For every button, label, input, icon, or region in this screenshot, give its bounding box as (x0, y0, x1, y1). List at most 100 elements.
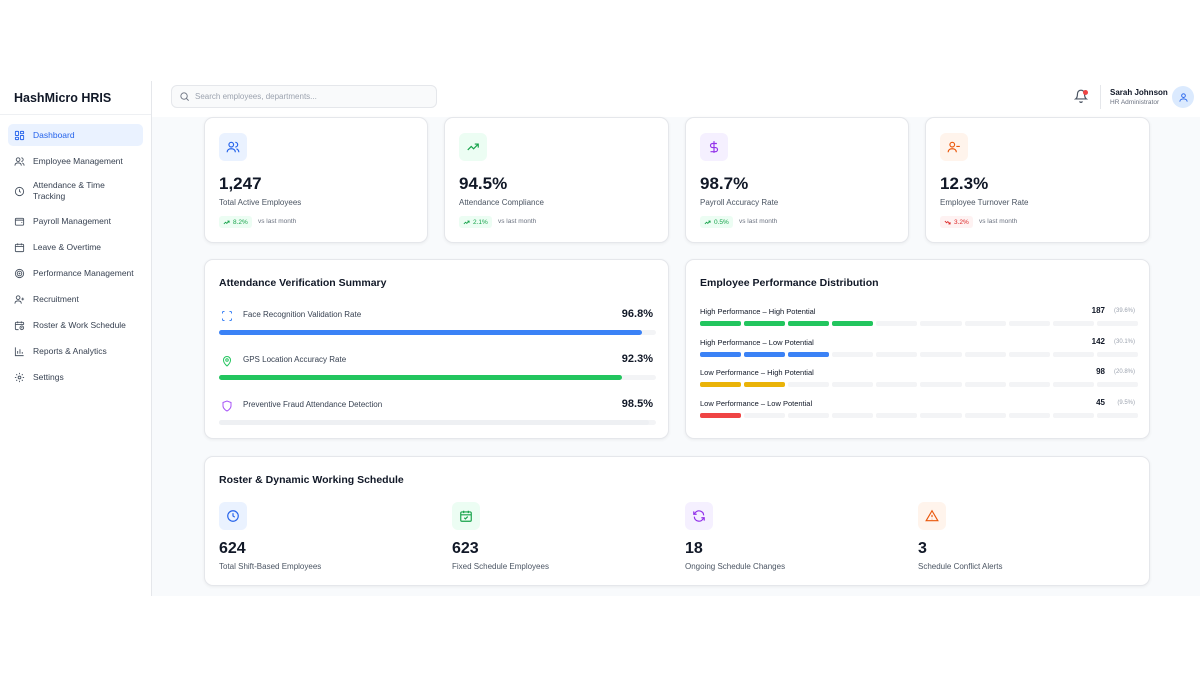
roster-stat-conflicts: 3 Schedule Conflict Alerts (918, 502, 1118, 577)
scan-face-icon (221, 309, 233, 321)
performance-row-count: 142 (1091, 337, 1105, 346)
kpi-delta-badge: 2.1% (459, 216, 492, 228)
sidebar-item-payroll[interactable]: Payroll Management (8, 210, 143, 232)
kpi-card-turnover-rate: 12.3% Employee Turnover Rate 3.2% vs las… (925, 117, 1150, 243)
performance-bar-segment (876, 382, 918, 387)
search-box[interactable] (171, 85, 437, 108)
bell-icon[interactable] (1074, 89, 1088, 103)
kpi-delta: 2.1% (473, 218, 488, 226)
performance-bar-segment (832, 413, 874, 418)
performance-bar-segment (700, 352, 742, 357)
performance-row-count: 187 (1091, 306, 1105, 315)
grid-icon (14, 130, 25, 141)
user-icon (1178, 92, 1188, 102)
kpi-value: 12.3% (940, 174, 989, 193)
kpi-compare: vs last month (979, 218, 1018, 225)
progress-fill (219, 420, 650, 425)
app-frame: HashMicro HRIS Dashboard Employee Manage… (0, 81, 1200, 596)
kpi-delta-badge: 8.2% (219, 216, 252, 228)
kpi-icon-box (700, 133, 728, 161)
performance-bar-segment (964, 413, 1006, 418)
performance-bar-segment (1096, 382, 1138, 387)
sidebar-item-label: Payroll Management (33, 215, 111, 226)
performance-bar-segment (832, 382, 874, 387)
card-title: Roster & Dynamic Working Schedule (219, 474, 404, 486)
calendar-check-icon (460, 510, 472, 522)
performance-bar-segment (788, 321, 830, 326)
roster-stat-label: Fixed Schedule Employees (452, 562, 549, 571)
sidebar-item-settings[interactable]: Settings (8, 366, 143, 388)
sidebar-item-employee-management[interactable]: Employee Management (8, 150, 143, 172)
roster-icon-box (219, 502, 247, 530)
sidebar-item-label: Settings (33, 371, 64, 382)
performance-bar-segment (1052, 352, 1094, 357)
performance-bar-segment (744, 413, 786, 418)
roster-stat-value: 18 (685, 540, 703, 557)
kpi-label: Attendance Compliance (459, 198, 544, 207)
roster-stat-fixed: 623 Fixed Schedule Employees (452, 502, 652, 577)
performance-row-pct: (20.8%) (1113, 369, 1135, 375)
sidebar-item-leave[interactable]: Leave & Overtime (8, 236, 143, 258)
users-icon (14, 156, 25, 167)
sidebar-item-label: Reports & Analytics (33, 345, 107, 356)
kpi-delta-badge: 3.2% (940, 216, 973, 228)
card-title: Employee Performance Distribution (700, 277, 879, 289)
wallet-icon (14, 216, 25, 227)
performance-bar (700, 413, 1138, 418)
roster-stat-changes: 18 Ongoing Schedule Changes (685, 502, 885, 577)
performance-bar-segment (788, 413, 830, 418)
attendance-row-label: GPS Location Accuracy Rate (243, 355, 347, 364)
performance-bar-segment (1096, 352, 1138, 357)
performance-bar-segment (744, 382, 786, 387)
roster-stat-label: Ongoing Schedule Changes (685, 562, 786, 571)
attendance-row-value: 98.5% (621, 398, 653, 410)
kpi-icon-box (459, 133, 487, 161)
kpi-delta: 0.5% (714, 218, 729, 226)
performance-bar-segment (1096, 321, 1138, 326)
user-minus-icon (947, 141, 960, 153)
calendar-icon (14, 242, 25, 253)
shield-icon (221, 399, 233, 412)
roster-stat-value: 624 (219, 540, 246, 557)
search-input[interactable] (195, 89, 430, 104)
sidebar-item-reports[interactable]: Reports & Analytics (8, 340, 143, 362)
card-title: Attendance Verification Summary (219, 277, 387, 289)
avatar[interactable] (1172, 86, 1194, 108)
sidebar-item-label: Dashboard (33, 129, 75, 140)
performance-bar-segment (876, 413, 918, 418)
users-icon (226, 141, 240, 153)
roster-stat-label: Total Shift-Based Employees (219, 562, 322, 571)
kpi-delta: 8.2% (233, 218, 248, 226)
sidebar-item-label: Recruitment (33, 293, 79, 304)
gear-icon (14, 372, 25, 383)
performance-bar (700, 352, 1138, 357)
sidebar-item-dashboard[interactable]: Dashboard (8, 124, 143, 146)
topbar-divider (1100, 85, 1101, 109)
performance-bar-segment (700, 413, 742, 418)
performance-bar-segment (832, 352, 874, 357)
sidebar-item-roster[interactable]: Roster & Work Schedule (8, 314, 143, 336)
performance-distribution-card: Employee Performance Distribution High P… (685, 259, 1150, 439)
performance-bar-segment (832, 321, 874, 326)
top-bar: Sarah Johnson HR Administrator (152, 81, 1200, 117)
notification-dot (1083, 90, 1088, 95)
roster-stat-value: 3 (918, 540, 927, 557)
roster-stat-label: Schedule Conflict Alerts (918, 562, 1003, 571)
performance-row-count: 45 (1096, 398, 1105, 407)
performance-bar (700, 321, 1138, 326)
sidebar-item-attendance[interactable]: Attendance & Time Tracking (8, 176, 143, 206)
user-plus-icon (14, 294, 25, 305)
performance-bar-segment (964, 321, 1006, 326)
performance-bar-segment (788, 352, 830, 357)
performance-bar-segment (1052, 413, 1094, 418)
roster-schedule-card: Roster & Dynamic Working Schedule 624 To… (204, 456, 1150, 586)
performance-bar-segment (920, 321, 962, 326)
performance-bar-segment (788, 382, 830, 387)
performance-row-label: Low Performance – Low Potential (700, 399, 813, 408)
sidebar-item-recruitment[interactable]: Recruitment (8, 288, 143, 310)
sidebar-item-performance[interactable]: Performance Management (8, 262, 143, 284)
kpi-icon-box (219, 133, 247, 161)
attendance-row-label: Face Recognition Validation Rate (243, 310, 362, 319)
sidebar-item-label: Employee Management (33, 155, 123, 166)
kpi-card-attendance-compliance: 94.5% Attendance Compliance 2.1% vs last… (444, 117, 669, 243)
